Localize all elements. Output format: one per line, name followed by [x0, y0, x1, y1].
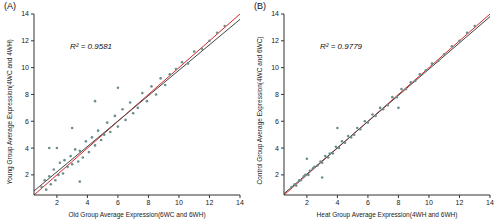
svg-text:14: 14 — [21, 10, 29, 17]
svg-text:10: 10 — [425, 199, 433, 206]
svg-text:12: 12 — [456, 199, 464, 206]
svg-text:6: 6 — [25, 118, 29, 125]
svg-text:6: 6 — [116, 199, 120, 206]
svg-text:Control Group Average Expressi: Control Group Average Expression(4WC and… — [256, 37, 264, 185]
svg-text:8: 8 — [146, 199, 150, 206]
svg-text:2: 2 — [305, 199, 309, 206]
svg-text:6: 6 — [366, 199, 370, 206]
svg-text:8: 8 — [25, 91, 29, 98]
svg-text:2: 2 — [275, 171, 279, 178]
svg-text:Heat Group Average Expression(: Heat Group Average Expression(4WH and 6W… — [317, 211, 458, 219]
html-text:R² = 0.9581: R² = 0.9581 — [70, 42, 112, 51]
svg-text:14: 14 — [236, 199, 244, 206]
svg-text:6: 6 — [275, 118, 279, 125]
svg-text:2: 2 — [25, 171, 29, 178]
svg-text:8: 8 — [396, 199, 400, 206]
svg-text:2: 2 — [55, 199, 59, 206]
svg-text:8: 8 — [275, 91, 279, 98]
svg-text:12: 12 — [206, 199, 214, 206]
svg-text:12: 12 — [271, 37, 279, 44]
html-text:(B): (B) — [254, 1, 266, 11]
svg-text:10: 10 — [271, 64, 279, 71]
svg-text:4: 4 — [25, 145, 29, 152]
svg-text:4: 4 — [85, 199, 89, 206]
svg-text:4: 4 — [275, 145, 279, 152]
html-text:R² = 0.9779: R² = 0.9779 — [320, 42, 362, 51]
html-text:(A): (A) — [4, 1, 16, 11]
svg-text:Young Group Average Expression: Young Group Average Expression(4WC and 4… — [8, 39, 14, 184]
svg-text:10: 10 — [175, 199, 183, 206]
svg-text:12: 12 — [21, 37, 29, 44]
svg-text:14: 14 — [486, 199, 492, 206]
svg-text:14: 14 — [271, 10, 279, 17]
svg-text:4: 4 — [335, 199, 339, 206]
svg-text:Old Group Average Expression(6: Old Group Average Expression(6WC and 6WH… — [68, 211, 205, 219]
svg-text:10: 10 — [21, 64, 29, 71]
